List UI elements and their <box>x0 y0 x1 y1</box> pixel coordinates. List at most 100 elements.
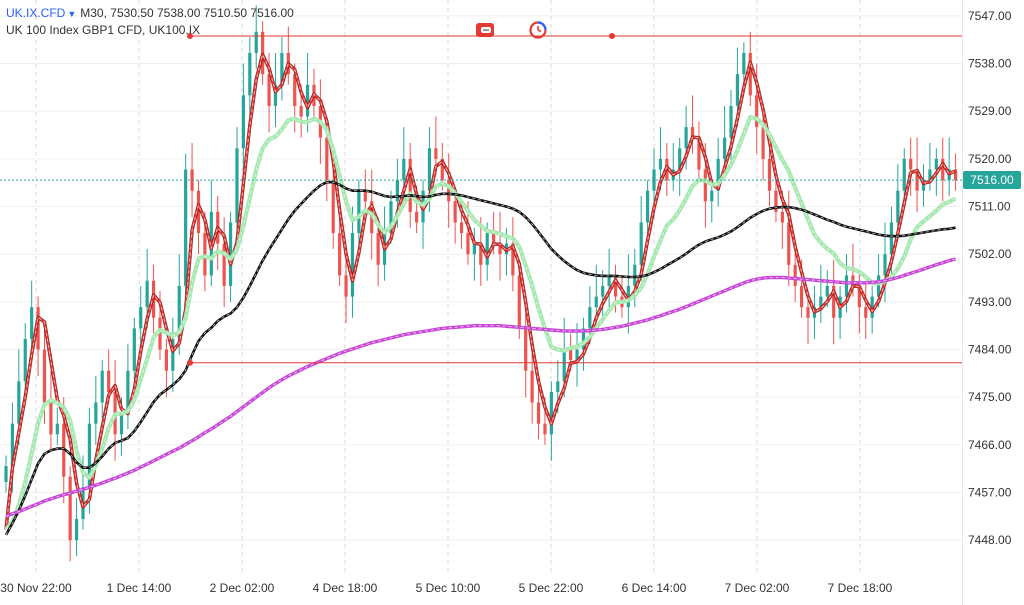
candle-body <box>549 391 553 435</box>
candle-body <box>870 296 874 318</box>
candle-body <box>883 254 887 276</box>
candle-body <box>132 328 136 371</box>
candle-body <box>17 381 21 424</box>
candle-body <box>94 402 98 424</box>
candle-body <box>601 286 605 297</box>
candle-body <box>376 233 380 265</box>
candle-body <box>299 105 303 117</box>
chevron-down-icon[interactable]: ▼ <box>67 9 77 19</box>
chart-header: UK.IX.CFD ▼ M30, 7530.50 7538.00 7510.50 7… <box>6 6 294 20</box>
candle-body <box>100 370 104 403</box>
ma-medium-line-highlight <box>5 116 956 530</box>
candle-body <box>267 74 271 106</box>
ma-slow-line-highlight <box>5 181 956 536</box>
candle-body <box>248 52 252 96</box>
candle-body <box>819 296 823 308</box>
candle-body <box>344 275 348 297</box>
candle-body <box>49 402 53 435</box>
candle-body <box>697 137 701 170</box>
candle-body <box>716 158 720 191</box>
candle-body <box>158 317 162 350</box>
candle-body <box>832 286 836 318</box>
candle-body <box>119 413 124 435</box>
candle-body <box>594 296 598 308</box>
price-axis-separator <box>962 0 963 605</box>
y-tick-label: 7538.00 <box>968 57 1012 71</box>
candle-body <box>941 158 945 181</box>
candle-body <box>23 338 27 382</box>
x-tick-label: 5 Dec 22:00 <box>519 581 584 595</box>
timeframe-label: M30, <box>80 6 107 20</box>
candle-body <box>755 95 759 128</box>
candle-body <box>395 180 399 202</box>
y-tick-label: 7529.00 <box>968 104 1012 118</box>
candle-body <box>530 370 534 403</box>
y-tick-label: 7466.00 <box>968 438 1012 452</box>
candle-body <box>184 169 188 286</box>
candle-body <box>107 370 111 392</box>
candle-body <box>440 158 444 181</box>
y-tick-label: 7484.00 <box>968 343 1012 357</box>
candle-body <box>126 370 130 414</box>
candle-body <box>273 84 278 106</box>
y-tick-label: 7475.00 <box>968 390 1012 404</box>
candle-body <box>851 275 855 286</box>
candle-body <box>613 275 618 297</box>
candle-body <box>896 190 900 223</box>
candle-body <box>338 233 342 276</box>
x-tick-label: 5 Dec 10:00 <box>416 581 481 595</box>
candle-body <box>536 402 541 424</box>
symbol-selector[interactable]: UK.IX.CFD <box>6 6 66 20</box>
candle-body <box>639 222 643 265</box>
y-tick-label: 7511.00 <box>968 200 1011 214</box>
candle-body <box>902 158 906 191</box>
y-tick-label: 7547.00 <box>968 9 1012 23</box>
x-tick-label: 6 Dec 14:00 <box>622 581 687 595</box>
candle-body <box>690 127 695 138</box>
candle-body <box>787 222 791 265</box>
candle-body <box>492 233 496 244</box>
x-tick-label: 2 Dec 02:00 <box>210 581 275 595</box>
candle-body <box>556 381 560 392</box>
candle-body <box>171 338 175 371</box>
candle-body <box>280 52 284 85</box>
x-tick-label: 7 Dec 02:00 <box>725 581 790 595</box>
x-tick-label: 30 Nov 22:00 <box>0 581 72 595</box>
y-tick-label: 7448.00 <box>968 533 1012 547</box>
y-tick-label: 7502.00 <box>968 247 1012 261</box>
ma-fast-line-highlight <box>5 53 956 530</box>
candle-body <box>68 476 72 541</box>
candle-body <box>408 158 412 212</box>
y-tick-label: 7520.00 <box>968 152 1012 166</box>
candle-body <box>254 31 258 53</box>
candle-body <box>723 137 727 159</box>
candle-body <box>742 52 746 75</box>
candle-body <box>453 201 457 223</box>
y-tick-label: 7493.00 <box>968 295 1012 309</box>
x-tick-label: 4 Dec 18:00 <box>313 581 378 595</box>
candle-body <box>780 211 784 223</box>
candle-body <box>678 148 682 170</box>
candle-body <box>562 349 566 382</box>
candle-body <box>921 180 926 191</box>
candle-body <box>434 148 438 159</box>
candle-body <box>363 190 367 202</box>
candle-body <box>588 307 592 329</box>
candle-body <box>511 243 515 276</box>
candle-body <box>139 307 143 329</box>
level-anchor-point <box>187 359 193 366</box>
clock-icon[interactable] <box>528 20 548 40</box>
toggle-icon[interactable] <box>475 20 495 40</box>
candle-body <box>825 286 829 297</box>
candle-body <box>350 233 355 297</box>
candle-body <box>498 243 502 255</box>
candle-body <box>646 190 650 223</box>
candle-body <box>889 222 894 255</box>
candle-body <box>10 423 15 467</box>
y-tick-label: 7457.00 <box>968 486 1012 500</box>
candle-body <box>472 243 476 255</box>
ma-medium-line <box>4 114 957 531</box>
candle-body <box>74 519 79 541</box>
